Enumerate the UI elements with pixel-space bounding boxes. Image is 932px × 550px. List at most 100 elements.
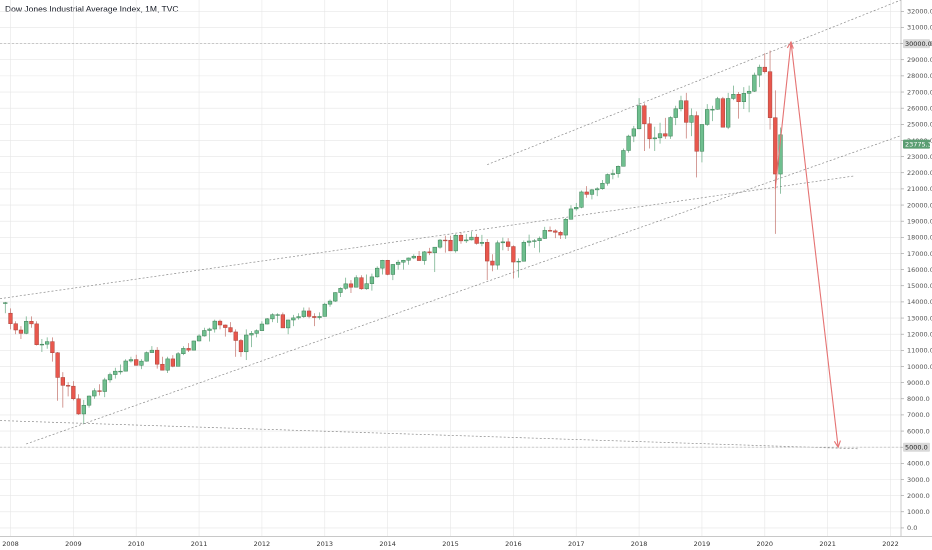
candle-up (705, 104, 710, 126)
candle-up (144, 351, 149, 362)
candle-body (81, 404, 86, 415)
candle-up (673, 105, 678, 126)
candle-up (343, 277, 348, 290)
y-tick-label: 8000.0 (907, 395, 930, 403)
candle-up (731, 85, 736, 101)
level-tag-label: 5000.0 (905, 444, 928, 452)
x-tick-label: 2012 (254, 540, 271, 548)
candle-body (432, 246, 437, 254)
candle-body (705, 109, 710, 125)
y-tick-label: 31000.0 (907, 24, 932, 32)
candle-body (317, 316, 322, 318)
candle-body (626, 135, 631, 151)
candle-body (757, 66, 762, 76)
candle-down (228, 322, 233, 333)
candle-up (746, 85, 752, 113)
candle-up (757, 64, 762, 88)
candle-body (710, 109, 715, 111)
y-tick-label: 17000.0 (907, 250, 932, 258)
candle-down (385, 259, 390, 276)
candle-body (741, 93, 746, 102)
y-tick-label: 20000.0 (907, 201, 932, 209)
candle-body (563, 218, 568, 236)
candle-body (773, 117, 778, 175)
candle-body (76, 398, 81, 415)
candle-up (516, 258, 521, 278)
candle-up (191, 340, 196, 351)
candle-up (24, 316, 29, 335)
candle-body (97, 390, 102, 392)
candle-up (715, 96, 720, 110)
candle-body (684, 100, 689, 123)
candle-body (762, 66, 767, 72)
last-price-tag-bg (903, 139, 930, 149)
candle-down (773, 90, 778, 234)
level-tag-label: 30000.0 (905, 40, 932, 48)
candle-body (406, 257, 411, 261)
candle-body (285, 319, 291, 329)
candle-body (437, 239, 443, 248)
candle-body (736, 94, 741, 102)
candle-up (432, 246, 437, 273)
candle-body (238, 340, 244, 353)
candle-body (547, 230, 553, 232)
candle-up (725, 92, 731, 130)
candle-up (610, 169, 616, 180)
candle-body (275, 314, 280, 316)
candle-up (401, 259, 406, 270)
candle-body (725, 98, 731, 128)
candle-body (720, 98, 726, 128)
candle-down (71, 381, 76, 401)
candle-body (678, 100, 684, 110)
candle-body (107, 374, 113, 381)
candle-body (160, 363, 165, 371)
candle-up (86, 395, 92, 408)
candle-body (327, 300, 333, 305)
candle-body (532, 240, 537, 242)
candle-body (495, 242, 500, 266)
lower-channel-line (26, 135, 902, 445)
candle-body (60, 377, 65, 386)
candle-down (238, 339, 244, 357)
candle-body (469, 236, 474, 241)
candle-up (652, 126, 657, 151)
candle-up (107, 372, 113, 383)
candle-body (259, 323, 265, 331)
candle-down (29, 316, 34, 328)
candle-up (621, 148, 626, 167)
candle-down (348, 280, 354, 294)
candle-body (521, 242, 526, 262)
candle-up (196, 334, 202, 342)
candle-body (113, 370, 118, 375)
candle-up (296, 313, 301, 320)
candle-body (3, 302, 8, 304)
x-tick-label: 2022 (882, 540, 899, 548)
candle-body (233, 331, 238, 341)
candle-down (160, 356, 165, 371)
candle-up (589, 188, 595, 200)
grid (0, 0, 901, 536)
candle-up (45, 337, 50, 349)
candle-up (202, 327, 207, 337)
candle-up (317, 312, 322, 320)
candle-body (574, 207, 579, 210)
candle-body (265, 318, 270, 325)
candle-down (186, 343, 191, 352)
upper-channel-line (487, 0, 902, 165)
candle-down (65, 382, 71, 397)
candle-up (395, 259, 401, 270)
level-tag-bg (903, 442, 930, 452)
candle-up (165, 356, 170, 373)
x-tick-label: 2013 (317, 540, 334, 548)
candle-body (118, 370, 123, 373)
candle-up (244, 329, 249, 361)
candle-up (181, 346, 186, 356)
candle-up (113, 367, 118, 379)
candle-body (186, 348, 191, 351)
candle-body (380, 260, 385, 269)
candle-up (631, 125, 636, 143)
candle-up (636, 98, 642, 130)
candle-down (448, 235, 453, 252)
candle-up (254, 329, 259, 338)
